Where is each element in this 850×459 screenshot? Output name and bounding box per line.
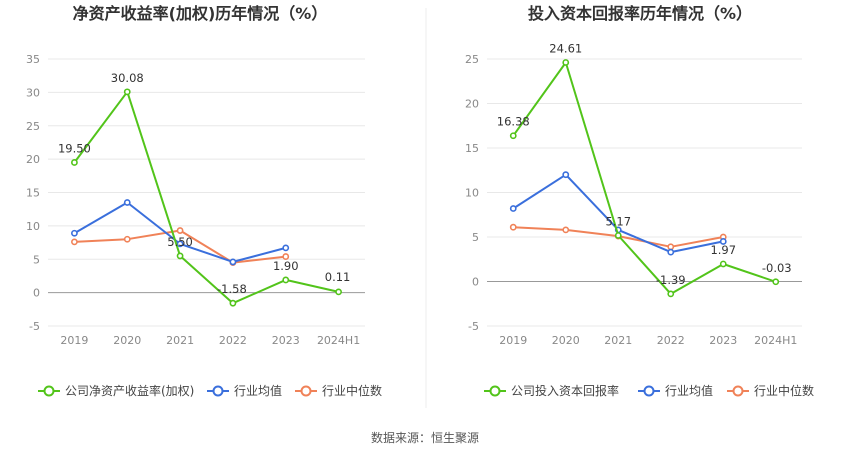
data-point [229, 258, 237, 266]
chart-title: 投入资本回报率历年情况（%） [528, 4, 752, 23]
legend-label: 行业均值 [665, 383, 713, 398]
x-tick-label: 2019 [60, 334, 88, 347]
x-tick-label: 2021 [166, 334, 194, 347]
data-point [667, 290, 675, 298]
data-point [719, 260, 727, 268]
data-point [335, 288, 342, 296]
data-label: 5.17 [605, 214, 631, 228]
legend-marker-icon [300, 385, 312, 397]
legend-label: 行业均值 [234, 383, 282, 398]
data-point [719, 238, 727, 245]
data-point [614, 232, 622, 239]
legend-item[interactable]: 公司净资产收益率(加权) [38, 383, 194, 398]
data-point [509, 205, 517, 212]
x-tick-label: 2024H1 [317, 334, 360, 347]
data-source-label: 数据来源：恒生聚源 [371, 430, 479, 445]
data-point [282, 253, 290, 260]
data-point [562, 171, 570, 179]
y-tick-label: 15 [26, 187, 40, 200]
roe-chart: 净资产收益率(加权)历年情况（%） -5 0 5 10 15 20 25 30 35 2019 202… [26, 4, 382, 398]
x-tick-label: 2020 [113, 334, 141, 347]
roic-chart: 投入资本回报率历年情况（%） -5 0 5 10 15 20 25 2019 2020 2021 20… [465, 4, 814, 398]
data-point [71, 229, 78, 237]
x-tick-label: 2023 [272, 334, 300, 347]
data-point [176, 252, 184, 260]
x-tick-label: 2020 [552, 334, 580, 347]
legend-marker-icon [212, 385, 224, 397]
data-point [71, 159, 78, 166]
data-label: 24.61 [549, 41, 582, 55]
data-label: 1.90 [273, 259, 299, 273]
data-point [282, 244, 290, 252]
legend-label: 公司净资产收益率(加权) [65, 383, 194, 398]
data-label: 0.11 [325, 270, 351, 284]
x-tick-label: 2024H1 [754, 334, 797, 347]
data-point [176, 227, 184, 234]
chart-title: 净资产收益率(加权)历年情况（%） [73, 4, 328, 23]
legend-label: 行业中位数 [322, 383, 382, 398]
data-point [71, 238, 78, 246]
legend-marker-icon [732, 385, 744, 397]
data-point [509, 132, 517, 140]
legend-item[interactable]: 行业中位数 [727, 383, 814, 398]
legend-item[interactable]: 公司投入资本回报率 [484, 383, 619, 398]
data-label: 5.50 [167, 235, 193, 249]
legend-marker-icon [643, 385, 655, 397]
y-tick-label: 10 [26, 220, 40, 233]
y-tick-label: 15 [465, 142, 479, 155]
x-tick-label: 2019 [499, 334, 527, 347]
y-tick-label: 5 [472, 231, 479, 244]
data-point [123, 199, 131, 206]
y-tick-label: 0 [33, 287, 40, 300]
x-tick-label: 2022 [219, 334, 247, 347]
y-tick-label: -5 [468, 320, 479, 333]
legend-item[interactable]: 行业均值 [638, 383, 713, 398]
x-tick-label: 2022 [657, 334, 685, 347]
series-line [512, 173, 724, 254]
data-point [562, 226, 570, 234]
data-label: 19.50 [58, 141, 91, 155]
data-point [562, 59, 570, 66]
legend-label: 公司投入资本回报率 [511, 383, 619, 398]
y-tick-label: 5 [33, 253, 40, 266]
data-point [176, 240, 184, 248]
x-tick-label: 2021 [604, 334, 632, 347]
y-tick-label: 0 [472, 276, 479, 289]
y-tick-label: 35 [26, 53, 40, 66]
y-tick-label: 20 [26, 153, 40, 166]
data-point [229, 299, 237, 307]
series-line [73, 90, 339, 305]
legend-label: 行业中位数 [754, 383, 814, 398]
data-label: 1.97 [710, 243, 736, 257]
legend-item[interactable]: 行业均值 [207, 383, 282, 398]
data-label: -1.39 [656, 273, 686, 287]
data-label: 16.38 [497, 115, 530, 129]
data-point [123, 235, 131, 243]
series-line [512, 61, 777, 295]
data-label: -0.03 [762, 261, 792, 275]
y-tick-label: 25 [26, 120, 40, 133]
y-tick-label: 10 [465, 187, 479, 200]
data-point [667, 243, 675, 251]
legend-marker-icon [489, 385, 501, 397]
y-tick-label: 25 [465, 53, 479, 66]
y-tick-label: 20 [465, 98, 479, 111]
x-tick-label: 2023 [709, 334, 737, 347]
data-point [667, 248, 675, 256]
data-label: 30.08 [111, 71, 144, 85]
y-tick-label: -5 [29, 320, 40, 333]
data-point [123, 88, 131, 96]
data-point [509, 223, 517, 231]
data-point [282, 276, 290, 284]
data-label: -1.58 [217, 282, 247, 296]
data-point [772, 278, 780, 286]
y-tick-label: 30 [26, 86, 40, 99]
legend-marker-icon [43, 385, 55, 397]
legend-item[interactable]: 行业中位数 [295, 383, 382, 398]
